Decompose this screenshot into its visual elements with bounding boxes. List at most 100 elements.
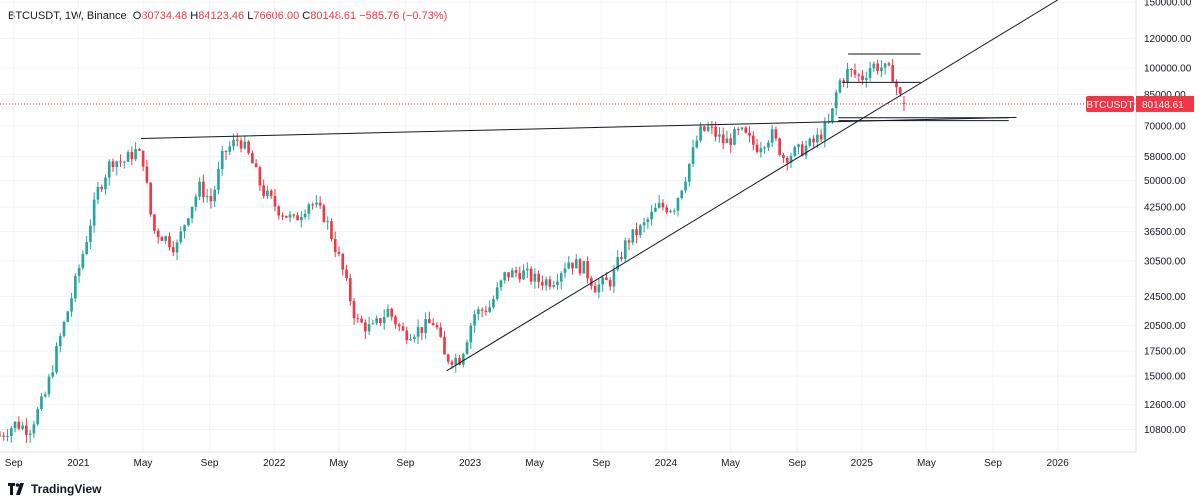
candle-body: [880, 67, 883, 72]
candle-body: [43, 394, 47, 397]
candle-body: [273, 196, 277, 207]
candle-body: [808, 138, 812, 146]
candle-body: [510, 270, 514, 278]
candle-body: [537, 273, 540, 282]
candle-body: [281, 215, 284, 217]
candle-body: [541, 281, 544, 286]
drawings[interactable]: [141, 0, 1058, 372]
candle-body: [744, 127, 748, 133]
candle-body: [797, 144, 800, 148]
candle-body: [605, 277, 608, 281]
candle-body: [153, 214, 156, 231]
candle-body: [119, 161, 122, 163]
price-tick-label: 58000.00: [1144, 152, 1186, 163]
price-axis[interactable]: 150000.00 120000.00 100000.00 85000.00 70000…: [1135, 0, 1192, 452]
candle-body: [503, 272, 507, 281]
support-trendline: [446, 0, 1058, 372]
candle-body: [620, 257, 623, 260]
candle-body: [371, 323, 375, 325]
candle-body: [405, 330, 409, 341]
candle-body: [872, 63, 876, 69]
candle-body: [642, 222, 646, 226]
high-label: H: [190, 10, 199, 22]
candle-body: [104, 177, 107, 190]
candle-body: [382, 316, 386, 324]
candle-body: [669, 210, 672, 213]
time-axis[interactable]: Sep 2021 May Sep 2022 May Sep 2023 May Sep 2024 May…: [0, 451, 1136, 469]
last-price-value: 80148.61: [1142, 100, 1184, 111]
candle-body: [834, 92, 838, 109]
candle-body: [876, 63, 879, 72]
candle-body: [156, 230, 160, 238]
candle-body: [345, 269, 348, 279]
candle-body: [213, 189, 217, 202]
candle-body: [699, 126, 702, 141]
candle-body: [548, 279, 552, 287]
candle-body: [187, 218, 190, 226]
candle-body: [258, 167, 262, 186]
candle-body: [251, 152, 254, 164]
price-tick-label: 30500.00: [1144, 256, 1186, 267]
candle-body: [205, 196, 209, 198]
candle-body: [341, 253, 345, 270]
candle-body: [646, 219, 650, 223]
candle-body: [175, 242, 179, 253]
candle-body: [397, 324, 401, 327]
candle-body: [333, 238, 337, 252]
candle-body: [763, 147, 766, 149]
last-price-symbol: BTCUSDT: [1086, 100, 1133, 111]
candle-body: [138, 149, 141, 151]
candle-body: [183, 225, 186, 232]
candle-body: [484, 310, 488, 313]
candle-body: [654, 207, 657, 212]
time-tick-label: Sep: [397, 458, 415, 469]
candle-body: [454, 357, 458, 365]
candle-body: [831, 108, 834, 122]
tradingview-logo[interactable]: TradingView: [8, 482, 101, 496]
candle-body: [288, 214, 292, 218]
candle-body: [582, 261, 586, 274]
candle-body: [691, 147, 695, 164]
candle-body: [217, 169, 220, 190]
candle-body: [627, 240, 631, 243]
price-tick-label: 42500.00: [1144, 202, 1186, 213]
candle-body: [179, 231, 183, 243]
candle-body: [477, 309, 480, 315]
change-value: −585.76 (−0.73%): [359, 10, 448, 22]
candle-body: [292, 214, 296, 216]
candle-body: [386, 308, 390, 317]
price-tick-label: 17500.00: [1144, 347, 1186, 358]
candle-body: [458, 357, 461, 365]
candle-body: [21, 425, 24, 429]
symbol-label[interactable]: BTCUSDT: [8, 10, 59, 22]
candle-body: [51, 372, 55, 377]
candle-body: [819, 134, 823, 140]
price-tick-label: 10800.00: [1144, 425, 1186, 436]
candle-body: [774, 129, 778, 139]
candle-body: [495, 287, 499, 300]
candle-body: [725, 138, 729, 144]
candle-body: [657, 202, 661, 208]
candle-body: [461, 354, 465, 365]
candle-body: [266, 190, 269, 196]
close-label: C: [302, 10, 311, 22]
candle-body: [586, 261, 589, 279]
candle-body: [635, 229, 638, 236]
candle-body: [40, 396, 43, 410]
candle-body: [9, 428, 13, 437]
candle-body: [228, 146, 232, 152]
candle-body: [891, 65, 894, 82]
candle-body: [32, 424, 36, 434]
candle-body: [224, 150, 228, 152]
candle-body: [296, 215, 299, 221]
candle-body: [145, 166, 149, 183]
candle-body: [514, 270, 518, 273]
candle-body: [416, 327, 420, 337]
interval-label[interactable]: 1W: [64, 10, 81, 22]
candle-body: [895, 81, 898, 88]
candle-body: [89, 225, 92, 242]
candle-body: [202, 181, 205, 198]
candle-body: [431, 323, 435, 326]
candle-body: [232, 139, 235, 147]
